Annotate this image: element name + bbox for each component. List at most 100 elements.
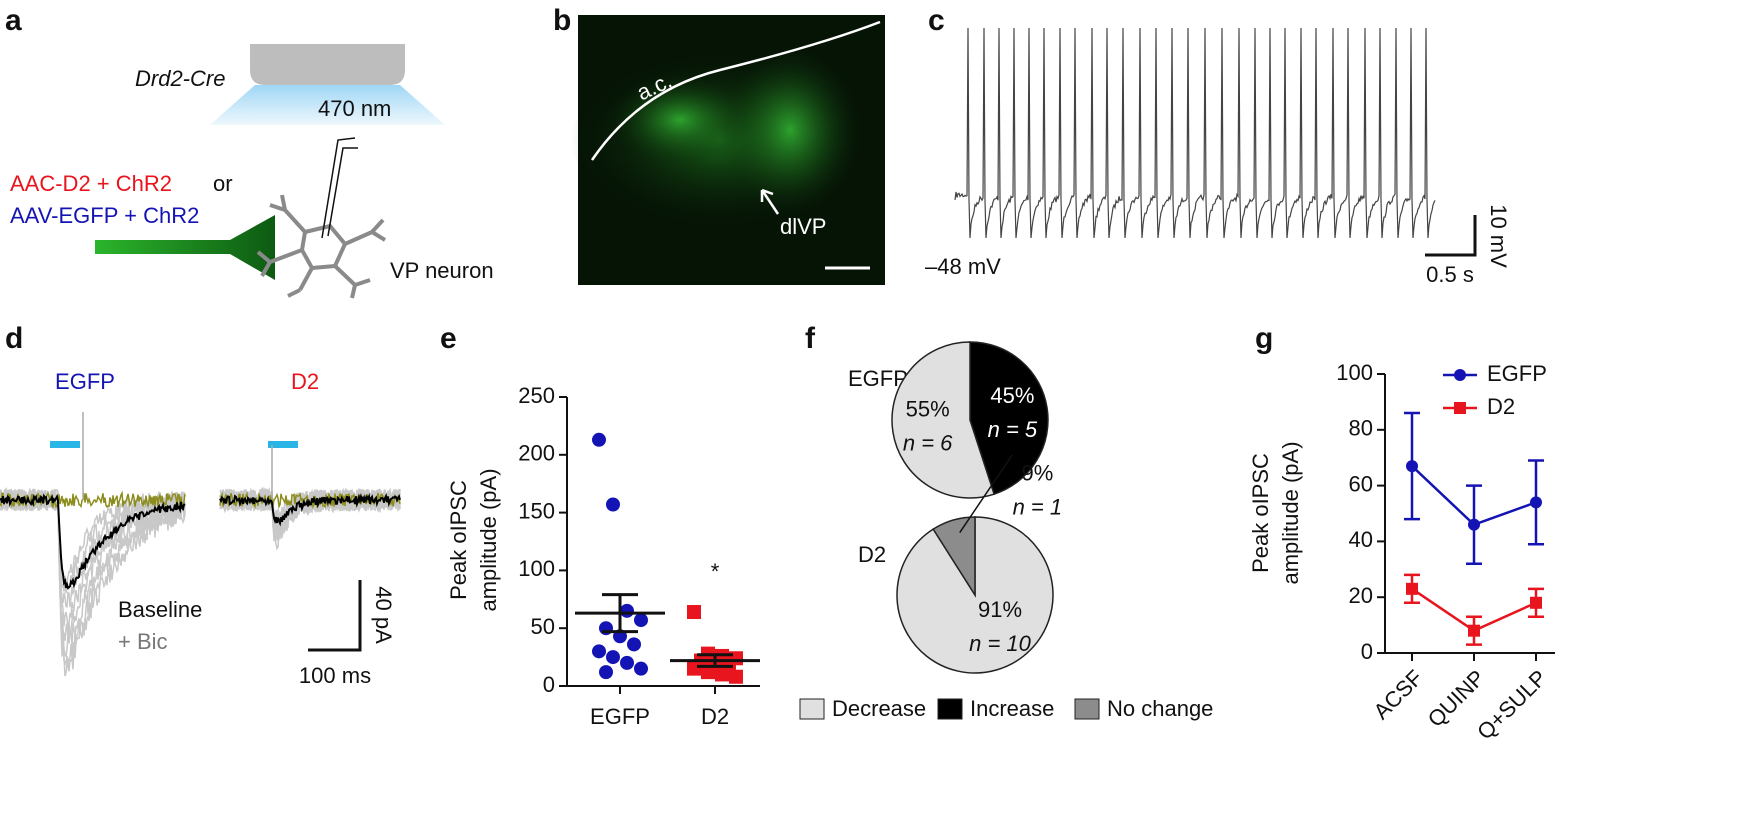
panel-label: a bbox=[5, 4, 22, 37]
panel-a: Drd2-Cre 470 nm AAC-D2 + ChR2 or AAV-EGF… bbox=[10, 44, 494, 299]
x-tick-label: EGFP bbox=[590, 704, 650, 729]
x-tick-label: Q+SULP bbox=[1472, 665, 1552, 745]
data-point bbox=[1468, 518, 1480, 531]
y-tick-label: 0 bbox=[1361, 639, 1373, 664]
pie-group-label: EGFP bbox=[848, 366, 908, 391]
panel-d: EGFP D2 40 pA 100 ms Baseline + Bic bbox=[0, 369, 401, 688]
legend-marker bbox=[1454, 402, 1466, 414]
trace-bic bbox=[0, 490, 186, 510]
data-point bbox=[1406, 582, 1418, 595]
light-beam bbox=[210, 85, 445, 125]
region-label: dlVP bbox=[780, 214, 826, 239]
strain-label: Drd2-Cre bbox=[135, 66, 225, 91]
scale-bar bbox=[1425, 215, 1477, 257]
panel-label: e bbox=[440, 322, 457, 355]
legend-swatch bbox=[937, 698, 963, 720]
data-point bbox=[687, 605, 701, 620]
pipette bbox=[321, 137, 358, 239]
data-point bbox=[1406, 460, 1418, 473]
data-point bbox=[627, 637, 641, 652]
pie-n-label: n = 10 bbox=[969, 631, 1032, 656]
pie-group-label: D2 bbox=[858, 542, 886, 567]
annotation: * bbox=[711, 559, 720, 584]
data-point bbox=[634, 661, 648, 676]
legend-label: Decrease bbox=[832, 696, 926, 721]
panel-label: d bbox=[5, 322, 23, 355]
legend-swatch bbox=[799, 698, 825, 720]
scale-y-label: 40 pA bbox=[371, 586, 396, 644]
legend-label: D2 bbox=[1487, 394, 1515, 419]
y-tick-label: 60 bbox=[1349, 471, 1373, 496]
neuron-drawing bbox=[256, 194, 387, 299]
bic-label: + Bic bbox=[118, 629, 168, 654]
scale-x-label: 100 ms bbox=[299, 663, 371, 688]
pie-value-label: 55% bbox=[906, 397, 950, 422]
data-point bbox=[1530, 496, 1542, 509]
legend-label: No change bbox=[1107, 696, 1213, 721]
fluorescence bbox=[720, 45, 860, 215]
scale-y-label: 10 mV bbox=[1486, 204, 1511, 268]
y-axis-label: Peak oIPSC bbox=[446, 480, 471, 600]
pie-value-label: 45% bbox=[990, 383, 1034, 408]
arrow bbox=[760, 188, 780, 215]
panel-c: 10 mV 0.5 s –48 mV bbox=[925, 27, 1511, 287]
scale-bar bbox=[308, 580, 362, 652]
legend-swatch bbox=[1074, 698, 1100, 720]
legend-label: EGFP bbox=[1487, 361, 1547, 386]
y-tick-label: 100 bbox=[518, 556, 555, 581]
conjunction-label: or bbox=[213, 171, 233, 196]
trace-baseline bbox=[0, 493, 186, 590]
pie-n-label: n = 6 bbox=[903, 431, 953, 456]
pie-value-label: 91% bbox=[978, 597, 1022, 622]
panel-label: b bbox=[553, 4, 571, 37]
y-tick-label: 200 bbox=[518, 441, 555, 466]
panel-label: c bbox=[928, 4, 945, 37]
d2-label: D2 bbox=[291, 369, 319, 394]
axon-terminal bbox=[95, 215, 275, 280]
legend-label: Increase bbox=[970, 696, 1054, 721]
panel-label: g bbox=[1255, 322, 1273, 355]
data-point bbox=[606, 650, 620, 665]
light-pulse bbox=[50, 441, 80, 448]
trace-baseline bbox=[219, 492, 401, 527]
pie-slice bbox=[891, 341, 996, 499]
x-tick-label: ACSF bbox=[1368, 665, 1427, 724]
y-tick-label: 40 bbox=[1349, 527, 1373, 552]
data-point bbox=[1530, 596, 1542, 609]
pie-value-label: 9% bbox=[1021, 460, 1053, 485]
data-point bbox=[1468, 624, 1480, 637]
current-traces bbox=[0, 412, 401, 677]
data-point bbox=[599, 665, 613, 680]
y-tick-label: 20 bbox=[1349, 583, 1373, 608]
pie-n-label: n = 1 bbox=[1013, 494, 1063, 519]
egfp-label: EGFP bbox=[55, 369, 115, 394]
virus-egfp-label: AAV-EGFP + ChR2 bbox=[10, 203, 199, 228]
panel-label: f bbox=[805, 322, 816, 355]
pie-slice bbox=[969, 341, 1049, 496]
data-point bbox=[701, 665, 715, 680]
data-point bbox=[687, 661, 701, 676]
y-axis-label: Peak oIPSC bbox=[1248, 453, 1273, 573]
y-tick-label: 150 bbox=[518, 498, 555, 523]
baseline-label: Baseline bbox=[118, 597, 202, 622]
potential-label: –48 mV bbox=[925, 254, 1001, 279]
x-tick-label: D2 bbox=[701, 704, 729, 729]
leader-line bbox=[959, 454, 1013, 533]
data-point bbox=[715, 667, 729, 682]
boundary-line bbox=[590, 20, 881, 161]
light-source bbox=[250, 44, 405, 85]
panel-b: a.c. dlVP bbox=[570, 15, 885, 285]
data-point bbox=[729, 669, 743, 684]
legend-marker bbox=[1454, 369, 1466, 381]
y-tick-label: 250 bbox=[518, 383, 555, 408]
error-bar bbox=[697, 653, 733, 668]
light-pulse bbox=[268, 441, 298, 448]
y-tick-label: 50 bbox=[531, 614, 555, 639]
scale-x-label: 0.5 s bbox=[1426, 262, 1474, 287]
data-point bbox=[620, 603, 634, 618]
pie-slice bbox=[932, 516, 976, 598]
error-bar bbox=[602, 593, 638, 634]
data-point bbox=[620, 655, 634, 670]
data-point bbox=[634, 613, 648, 628]
